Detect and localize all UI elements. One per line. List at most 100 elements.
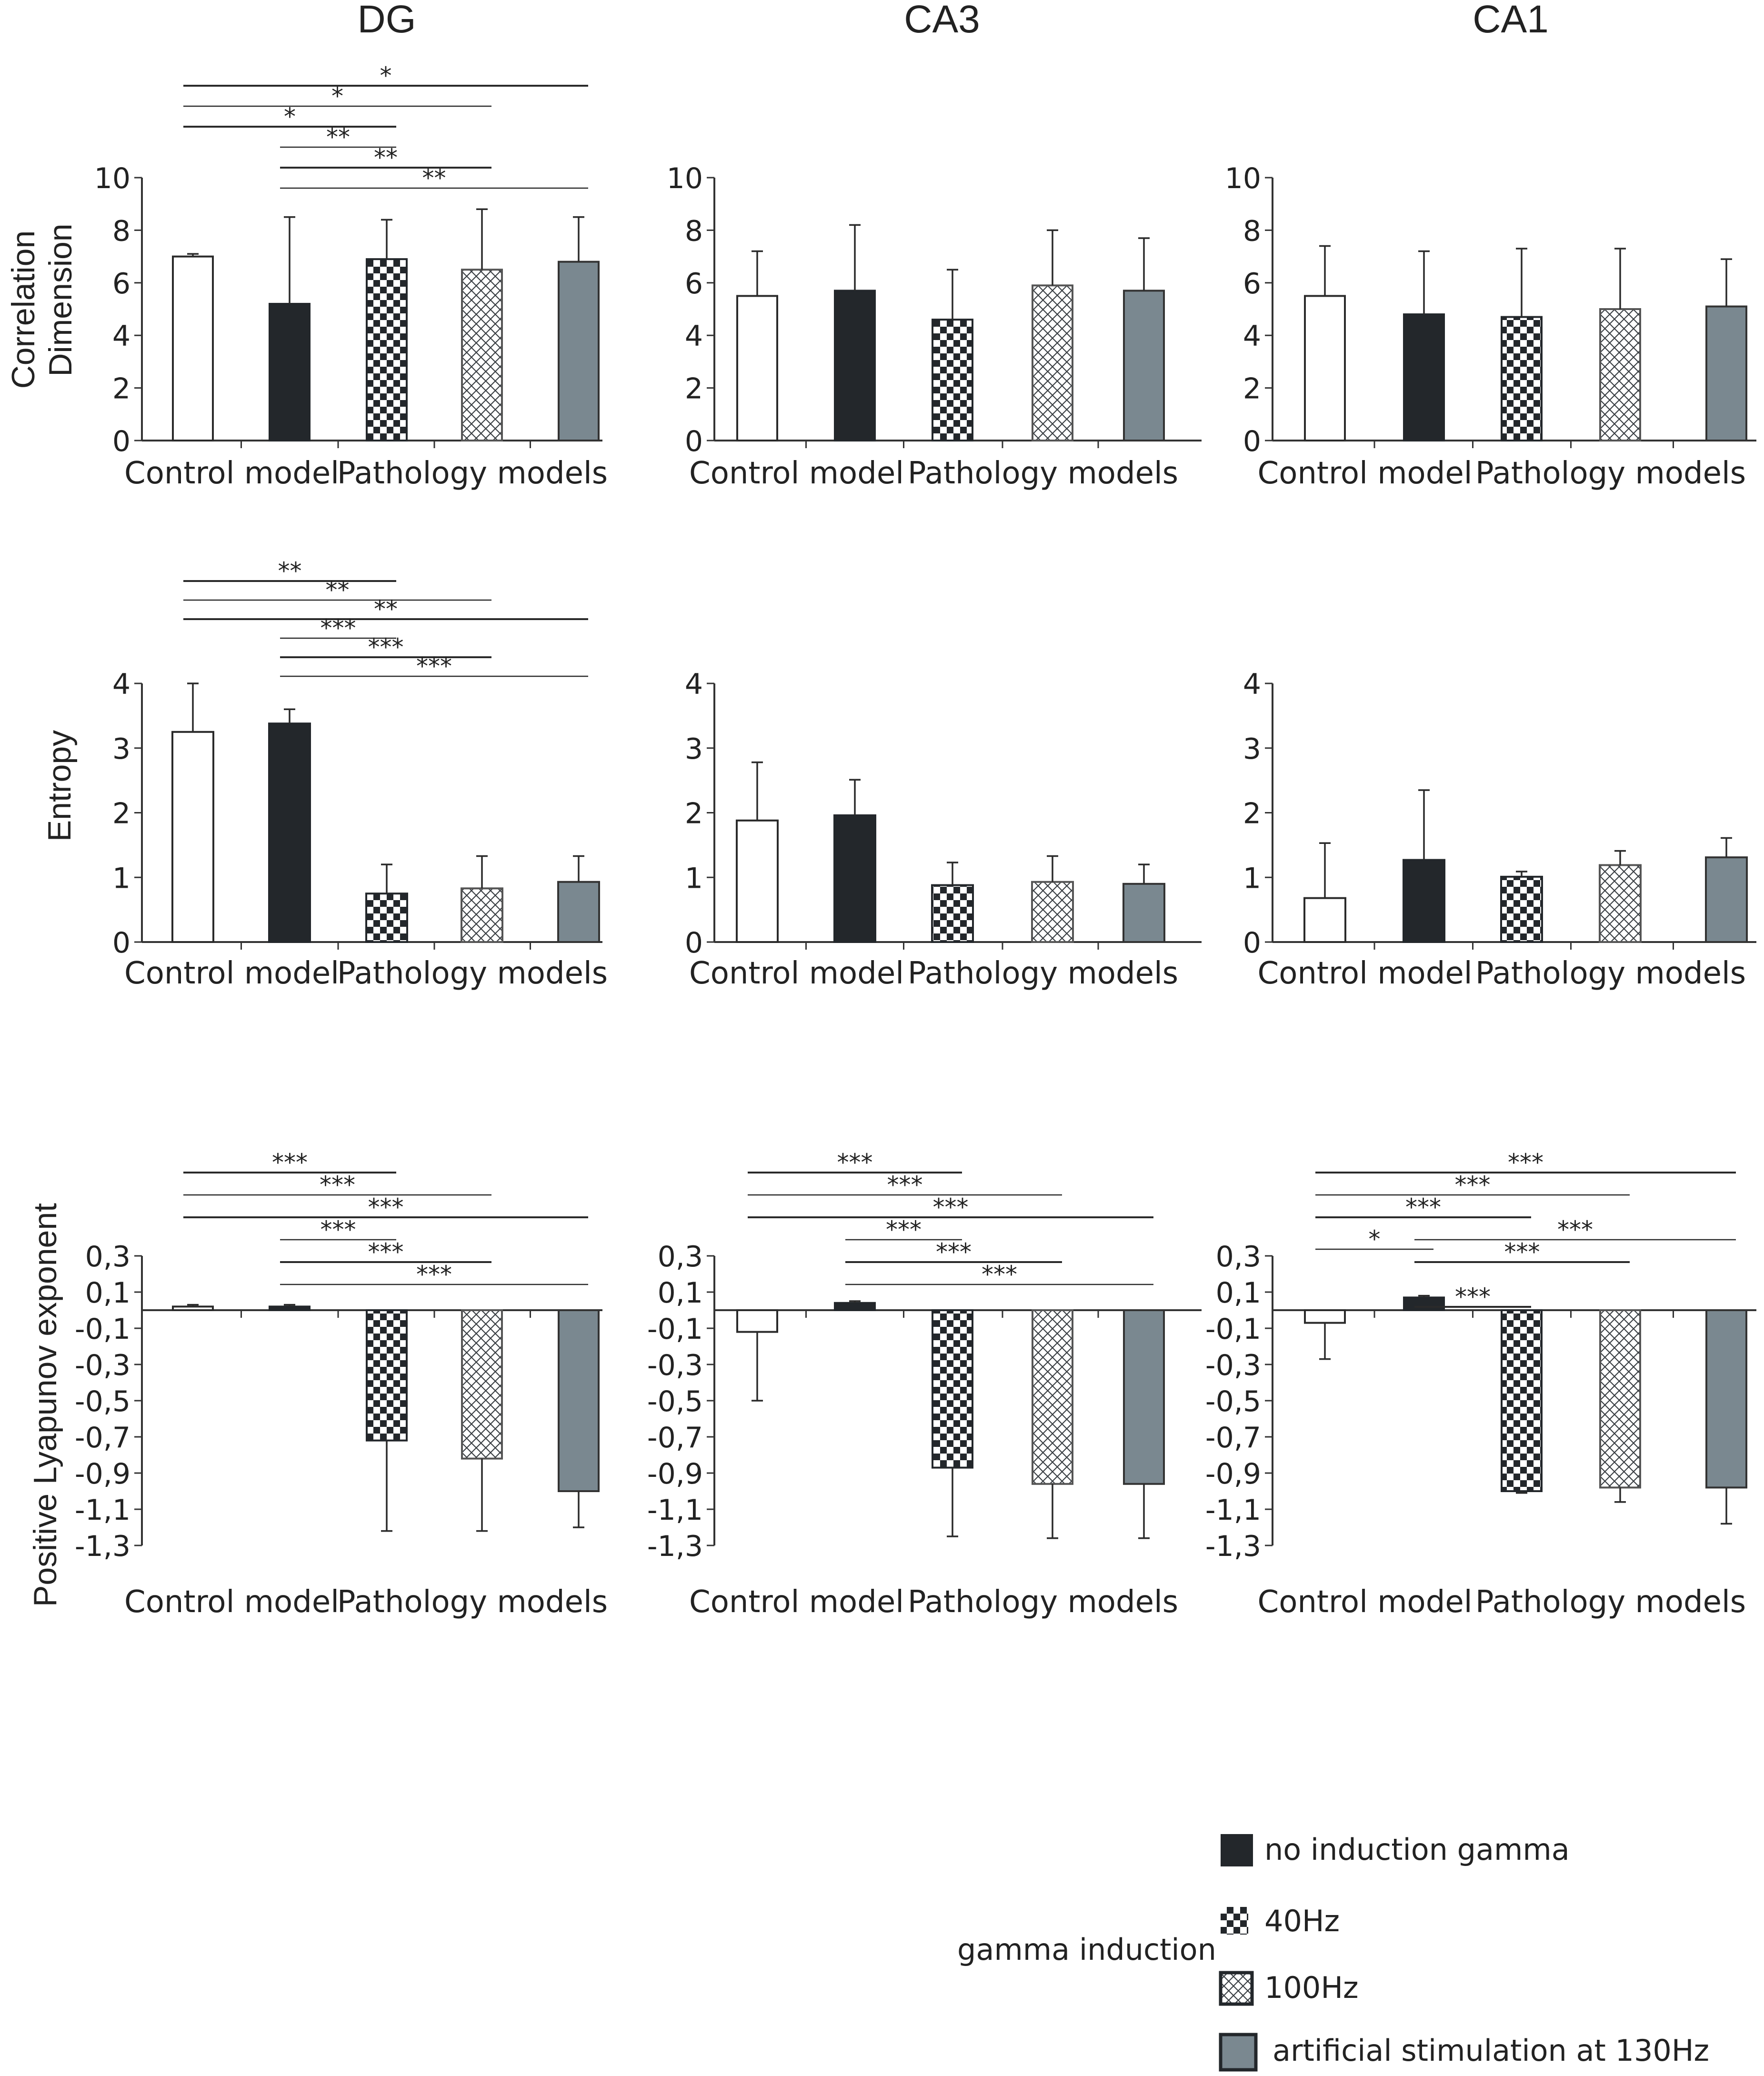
bar-100hz (461, 1309, 503, 1460)
bar-artificial-stimulation-at-130hz (557, 881, 600, 943)
bar-no-induction-gamma (1403, 859, 1445, 943)
panel-dg-ly: 0,30,1-0,1-0,3-0,5-0,7-0,9-1,1-1,3 Contro… (75, 1149, 608, 1620)
significance-stars: * (380, 62, 392, 90)
y-tick-label: 4 (685, 668, 703, 701)
y-tick-label: -1,3 (1205, 1530, 1261, 1563)
group-label-pathology: Pathology models (1475, 956, 1746, 991)
bar-artificial-stimulation-at-130hz (1123, 290, 1165, 441)
significance-stars: *** (272, 1149, 308, 1176)
significance-stars: *** (321, 614, 356, 642)
bar-control (171, 731, 214, 943)
bar-control (1303, 897, 1346, 943)
bar-no-induction-gamma (269, 1305, 311, 1311)
group-label-pathology: Pathology models (337, 956, 608, 991)
group-label-control: Control model (1258, 1585, 1473, 1620)
group-label-pathology: Pathology models (1475, 1585, 1746, 1620)
y-tick-label: -0,1 (647, 1313, 703, 1346)
bar-control (172, 1305, 214, 1311)
y-tick-label: 6 (685, 267, 703, 301)
bar-artificial-stimulation-at-130hz (558, 261, 600, 441)
y-tick-label: 0,3 (658, 1240, 703, 1274)
panel-ca1-ly: 0,30,1-0,1-0,3-0,5-0,7-0,9-1,1-1,3 Contro… (1205, 1149, 1756, 1620)
bar-100hz (1032, 284, 1073, 441)
bar-control (1304, 295, 1346, 442)
y-tick-label: 10 (667, 162, 703, 195)
significance-stars: *** (368, 633, 404, 661)
y-tick-label: 6 (1243, 267, 1261, 301)
legend-group-label: gamma induction (957, 1932, 1216, 1967)
y-tick-label: 1 (112, 862, 130, 895)
panel-ca3-ly: 0,30,1-0,1-0,3-0,5-0,7-0,9-1,1-1,3 Contro… (647, 1149, 1202, 1620)
group-label-pathology: Pathology models (337, 456, 608, 491)
group-label-pathology: Pathology models (908, 456, 1178, 491)
significance-stars: *** (982, 1261, 1017, 1288)
significance-stars: *** (416, 1261, 452, 1288)
bar-no-induction-gamma (1403, 1296, 1445, 1311)
y-tick-label: -0,7 (75, 1421, 130, 1454)
significance-stars: ** (326, 576, 350, 604)
significance-stars: * (1369, 1225, 1381, 1253)
significance-stars: ** (374, 144, 398, 171)
significance-stars: *** (936, 1238, 972, 1266)
bar-100hz (461, 887, 503, 943)
group-label-pathology: Pathology models (908, 956, 1178, 991)
y-tick-label: 2 (685, 372, 703, 406)
y-tick-label: -0,3 (75, 1349, 130, 1382)
significance-stars: *** (368, 1193, 404, 1221)
y-tick-label: 2 (112, 372, 130, 406)
bar-artificial-stimulation-at-130hz (1705, 856, 1748, 943)
y-tick-label: 10 (94, 162, 130, 195)
significance-stars: ** (326, 123, 350, 151)
y-tick-label: 1 (685, 862, 703, 895)
y-tick-label: 0 (685, 926, 703, 960)
y-tick-label: 0,3 (85, 1240, 130, 1274)
bar-40hz (365, 893, 408, 943)
y-tick-label: 4 (112, 320, 130, 353)
legend-label-40hz: 40Hz (1264, 1904, 1340, 1938)
y-tick-label: -1,3 (75, 1530, 130, 1563)
y-tick-label: 2 (1243, 797, 1261, 831)
legend-label-100hz: 100Hz (1264, 1970, 1359, 2005)
significance-stars: *** (1455, 1171, 1491, 1199)
group-label-pathology: Pathology models (908, 1585, 1178, 1620)
legend-label-no-induction: no induction gamma (1264, 1832, 1570, 1867)
significance-stars: * (284, 103, 296, 130)
y-tick-label: 2 (112, 797, 130, 831)
significance-stars: ** (278, 557, 302, 585)
y-tick-label: 3 (1243, 732, 1261, 766)
bar-100hz (1599, 1309, 1641, 1489)
y-tick-label: 0 (112, 425, 130, 458)
bar-no-induction-gamma (833, 814, 876, 943)
ylabel-correlation-line1: Correlation (5, 231, 41, 389)
significance-stars: *** (1455, 1283, 1491, 1311)
significance-stars: *** (887, 1171, 923, 1199)
significance-stars: *** (416, 652, 452, 680)
y-tick-label: -0,3 (1205, 1349, 1261, 1382)
y-tick-label: -0,9 (75, 1457, 130, 1491)
y-tick-label: 0 (112, 926, 130, 960)
significance-stars: * (331, 82, 343, 110)
y-tick-label: 0,1 (658, 1276, 703, 1310)
significance-stars: *** (1508, 1149, 1544, 1176)
bar-no-induction-gamma (268, 722, 311, 943)
legend-label-130hz: artificial stimulation at 130Hz (1273, 2033, 1709, 2068)
column-title-ca3: CA3 (904, 0, 980, 41)
y-tick-label: 0,3 (1216, 1240, 1261, 1274)
bar-no-induction-gamma (1403, 313, 1445, 441)
significance-stars: *** (933, 1193, 969, 1221)
ylabel-entropy: Entropy (41, 730, 78, 842)
legend-swatch-100hz (1219, 1971, 1254, 2006)
group-label-control: Control model (124, 456, 339, 491)
legend-swatch-no-induction (1221, 1834, 1253, 1866)
y-tick-label: 2 (685, 797, 703, 831)
significance-stars: *** (368, 1238, 404, 1266)
bar-40hz (366, 1309, 408, 1442)
column-title-dg: DG (358, 0, 416, 41)
bar-100hz (1031, 881, 1074, 943)
group-label-control: Control model (1258, 456, 1473, 491)
bar-artificial-stimulation-at-130hz (1123, 883, 1165, 943)
y-tick-label: 0 (685, 425, 703, 458)
